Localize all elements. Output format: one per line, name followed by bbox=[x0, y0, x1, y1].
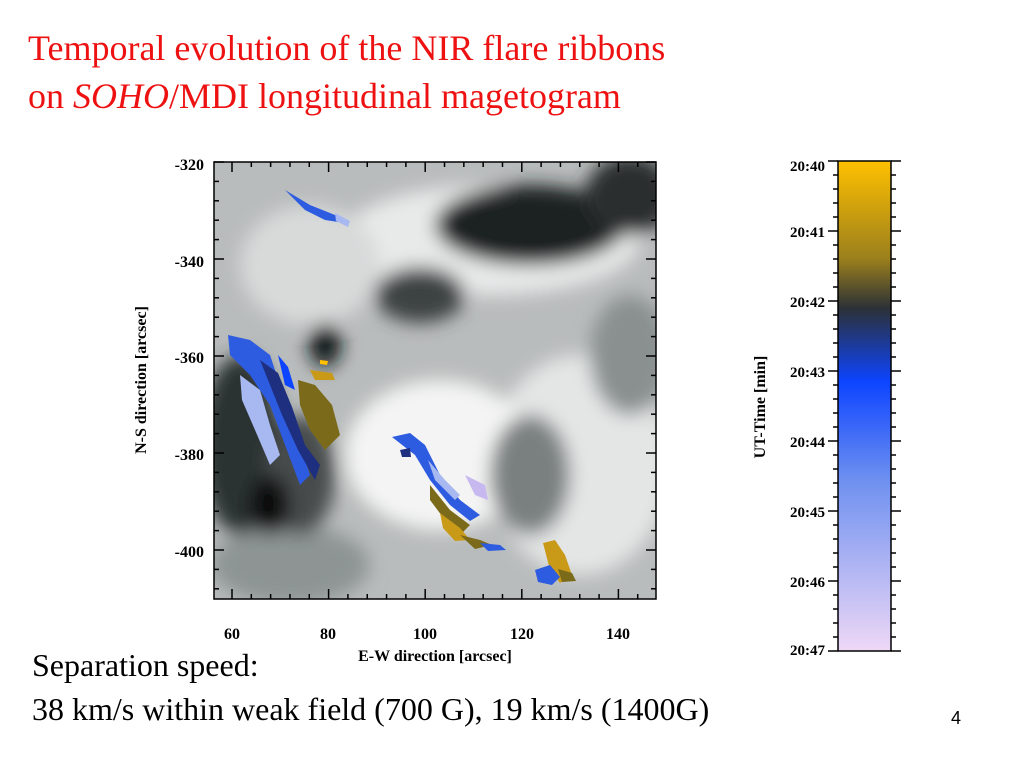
ytick-label: -400 bbox=[175, 544, 204, 561]
colorbar-tick-label: 20:42 bbox=[790, 295, 825, 311]
colorbar-tick-label: 20:43 bbox=[790, 365, 825, 381]
map-ticks bbox=[214, 161, 656, 599]
colorbar-title: UT-Time [min] bbox=[752, 356, 769, 459]
title-prefix: on bbox=[28, 76, 73, 116]
ytick-label: -360 bbox=[175, 350, 204, 367]
colorbar-tick-label: 20:45 bbox=[790, 505, 825, 521]
colorbar-tick-label: 20:46 bbox=[790, 575, 825, 591]
xtick-label: 80 bbox=[320, 626, 336, 643]
xtick-label: 100 bbox=[413, 626, 437, 643]
magnetogram-image bbox=[214, 162, 656, 599]
footer-line-2: 38 km/s within weak field (700 G), 19 km… bbox=[32, 691, 710, 727]
flare-ribbons bbox=[228, 190, 576, 585]
x-axis-title: E-W direction [arcsec] bbox=[358, 648, 512, 665]
title-suffix: /MDI longitudinal magetogram bbox=[169, 76, 621, 116]
colorbar-ticks bbox=[828, 160, 901, 652]
title-soho: SOHO bbox=[73, 76, 169, 116]
footer-line-1: Separation speed: bbox=[32, 647, 259, 683]
map-frame bbox=[213, 161, 657, 600]
slide-title: Temporal evolution of the NIR flare ribb… bbox=[28, 24, 665, 120]
y-axis-title: N-S direction [arcsec] bbox=[133, 306, 150, 454]
title-line-2: on SOHO/MDI longitudinal magetogram bbox=[28, 72, 665, 120]
xtick-label: 140 bbox=[606, 626, 630, 643]
ytick-label: -320 bbox=[175, 157, 204, 174]
colorbar-tick-label: 20:47 bbox=[790, 643, 825, 659]
magnetogram-figure: -320 -340 -360 -380 -400 60 80 100 120 1… bbox=[133, 157, 901, 665]
xtick-label: 120 bbox=[510, 626, 534, 643]
title-line-1: Temporal evolution of the NIR flare ribb… bbox=[28, 28, 666, 68]
colorbar-tick-label: 20:44 bbox=[790, 435, 825, 451]
colorbar bbox=[837, 160, 892, 652]
ytick-label: -340 bbox=[175, 254, 204, 271]
page-number: 4 bbox=[951, 708, 962, 728]
colorbar-tick-label: 20:41 bbox=[790, 225, 825, 241]
xtick-label: 60 bbox=[224, 626, 240, 643]
footer-text: Separation speed: 38 km/s within weak fi… bbox=[32, 643, 709, 731]
colorbar-tick-label: 20:40 bbox=[790, 159, 825, 175]
ytick-label: -380 bbox=[175, 447, 204, 464]
